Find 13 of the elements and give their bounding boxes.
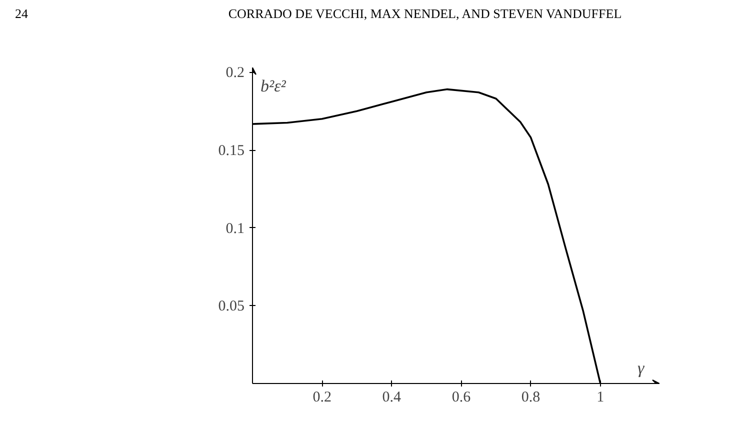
x-tick-label: 0.8 xyxy=(521,390,540,406)
text: 24 xyxy=(15,5,28,23)
y-tick-label: 0.2 xyxy=(226,65,244,82)
x-tick-label: 0.4 xyxy=(382,390,402,406)
y-tick-label: 0.05 xyxy=(218,298,244,315)
x-tick-label: 1 xyxy=(596,390,604,406)
x-tick-label: 0.6 xyxy=(452,390,472,406)
y-axis-title: b²ε² xyxy=(260,76,287,96)
text: CORRADO DE VECCHI, MAX NENDEL, AND STEVEN VANDUFFEL xyxy=(228,5,622,23)
y-tick-label: 0.15 xyxy=(218,143,244,159)
y-tick-label: 0.1 xyxy=(226,220,244,237)
x-axis-title: γ xyxy=(638,358,646,378)
x-tick-label: 0.2 xyxy=(312,390,332,406)
